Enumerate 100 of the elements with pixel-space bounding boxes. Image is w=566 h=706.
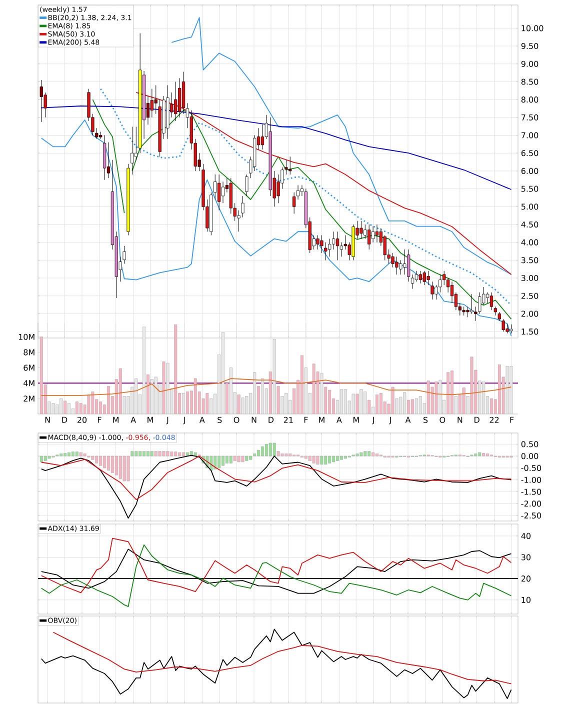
line-series [40, 454, 512, 519]
bar [134, 451, 138, 456]
bar [170, 452, 174, 456]
bar [288, 454, 292, 456]
y-tick-label: 6.00 [521, 168, 538, 174]
bar [245, 456, 248, 461]
x-tick-label: A [336, 416, 342, 423]
bar [304, 456, 308, 459]
x-tick-label: D [268, 416, 274, 423]
candlestick [130, 126, 134, 175]
y-tick-label: 9.00 [521, 60, 538, 67]
y-tick-label: 4M [24, 380, 34, 386]
y-tick-label: 8.50 [521, 78, 538, 85]
candlestick [478, 292, 482, 314]
bar [218, 456, 221, 468]
candlestick [284, 160, 288, 175]
bar [478, 452, 482, 456]
y-tick-label: 7.50 [522, 114, 538, 120]
candlestick [221, 181, 225, 204]
bar [64, 453, 67, 456]
x-tick-label: M [353, 416, 359, 423]
bar [264, 444, 268, 456]
bar [284, 454, 288, 456]
bar [482, 453, 486, 456]
bar [95, 456, 98, 464]
bar [225, 456, 228, 464]
bar [48, 456, 51, 459]
y-tick-label: 2.00 [521, 310, 538, 317]
bar [178, 452, 182, 456]
candlestick [375, 224, 379, 243]
y-tick-label: 1.50 [522, 328, 538, 335]
candlestick [446, 278, 450, 293]
candlestick [438, 274, 442, 293]
bar [194, 452, 197, 456]
candlestick [122, 246, 126, 264]
x-tick-label: S [218, 416, 222, 423]
y-tick-label: 7.00 [522, 132, 538, 138]
line-series [40, 119, 512, 336]
y-tick-label: 6.50 [521, 150, 538, 156]
x-tick-label: N [45, 416, 50, 423]
candlestick [502, 318, 505, 332]
bar [162, 451, 166, 456]
bar [214, 456, 217, 470]
x-tick-label: 22 [490, 416, 499, 423]
bar [146, 451, 150, 456]
x-tick-label: J [388, 416, 391, 424]
y-tick-label: 0.00 [521, 453, 538, 460]
bar [68, 452, 71, 456]
bar [312, 456, 316, 464]
bar [107, 456, 110, 470]
candlestick [395, 256, 398, 275]
candlestick [40, 80, 43, 122]
line-series [171, 17, 512, 275]
bar [257, 450, 260, 456]
x-tick-label: J [372, 416, 374, 424]
candlestick [154, 85, 158, 114]
bar [474, 454, 478, 456]
x-tick-label: N [458, 416, 462, 423]
bar [233, 456, 236, 461]
x-tick-label: 20 [77, 416, 87, 423]
candlestick [288, 156, 292, 175]
x-tick-label: J [166, 416, 168, 424]
candlestick [490, 292, 494, 310]
candlestick [218, 174, 221, 210]
y-tick-label: 10.00 [522, 25, 544, 32]
y-tick-label: -2.00 [521, 500, 542, 507]
y-tick-label: 2.50 [521, 292, 538, 299]
bar [372, 452, 375, 456]
line-series [40, 538, 512, 594]
line-series [40, 544, 512, 607]
y-tick-label: 3.50 [521, 257, 538, 264]
candlestick [414, 270, 418, 282]
y-tick-label: 8.00 [521, 96, 538, 103]
candlestick [494, 306, 497, 316]
bar [71, 452, 74, 456]
y-tick-label: 20 [521, 576, 531, 582]
candlestick [241, 196, 244, 218]
y-tick-label: 5.50 [521, 186, 538, 192]
bar [150, 451, 154, 456]
x-tick-label: M [113, 416, 119, 423]
candlestick [450, 281, 454, 304]
bar [340, 456, 343, 460]
bar [75, 452, 78, 456]
bar [222, 456, 225, 466]
bar [182, 452, 186, 456]
bar [114, 456, 118, 476]
bar [91, 456, 94, 460]
bar [375, 454, 378, 456]
candlestick [106, 142, 110, 178]
bar [324, 456, 328, 465]
y-tick-label: -2.50 [521, 512, 542, 519]
bar [138, 451, 142, 456]
x-tick-label: M [319, 416, 324, 423]
bar [122, 456, 126, 482]
x-tick-label: A [405, 416, 411, 423]
bar [44, 456, 47, 461]
y-tick-label: 30 [521, 554, 531, 560]
candlestick [316, 234, 320, 250]
bar [320, 456, 324, 465]
y-tick-label: 0.50 [521, 441, 538, 448]
